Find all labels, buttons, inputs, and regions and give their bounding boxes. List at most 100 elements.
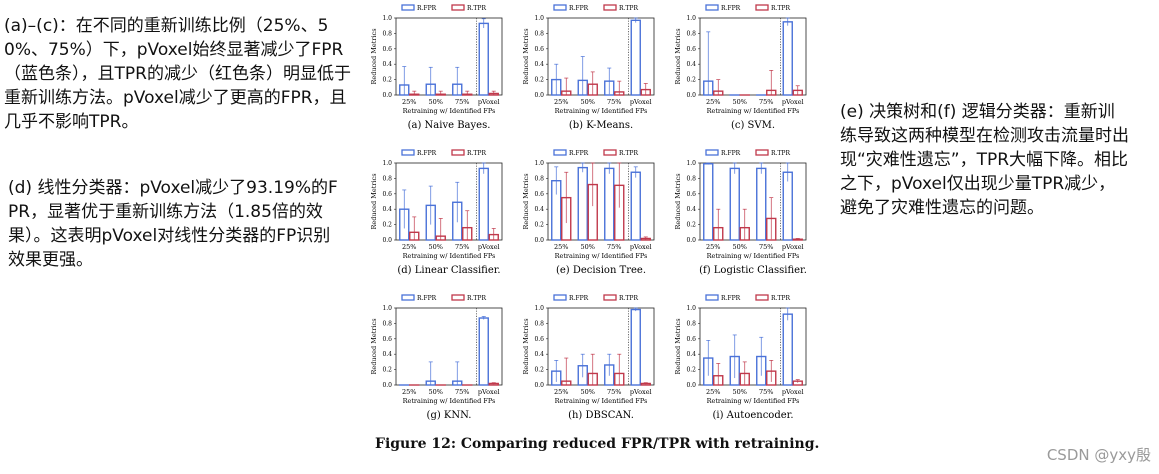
x-tick-label: 25% xyxy=(402,243,416,251)
x-tick-label: 50% xyxy=(581,98,595,106)
y-tick-label: 0.0 xyxy=(686,92,696,99)
y-tick-label: 0.4 xyxy=(686,351,696,358)
x-tick-label: 75% xyxy=(759,388,773,396)
x-tick-label: 25% xyxy=(706,243,720,251)
x-tick-label: 25% xyxy=(554,243,568,251)
bar-fpr xyxy=(577,166,588,241)
y-tick-label: 0.6 xyxy=(382,191,392,198)
plot-frame xyxy=(395,162,503,241)
x-tick-label: pVoxel xyxy=(630,98,652,106)
y-tick-label: 1.0 xyxy=(534,305,544,312)
legend-swatch-tpr xyxy=(603,149,617,156)
x-tick-label: pVoxel xyxy=(478,388,500,396)
y-tick-label: 0.0 xyxy=(382,382,392,389)
legend-swatch-fpr xyxy=(705,149,719,156)
y-tick-label: 0.8 xyxy=(534,175,544,182)
subfigure-caption: (h) DBSCAN. xyxy=(568,410,634,421)
y-tick-label: 1.0 xyxy=(534,15,544,22)
bar-fpr xyxy=(478,167,489,241)
y-tick-label: 1.0 xyxy=(686,160,696,167)
plot-frame xyxy=(547,307,655,386)
y-tick-label: 0.2 xyxy=(382,367,392,374)
legend-label-tpr: R.TPR xyxy=(467,295,486,302)
x-axis-label: Retraining w/ Identified FPs xyxy=(403,107,496,115)
y-axis-label: Reduced Metrics xyxy=(370,28,378,84)
legend-swatch-fpr xyxy=(401,149,415,156)
y-tick-label: 0.8 xyxy=(534,30,544,37)
chart-panel: R.FPR R.TPR 0.0 0.2 0.4 0.6 0.8 1.0 Reduced Metr… xyxy=(370,4,503,131)
bar-fpr xyxy=(782,313,793,386)
annotation-note-abc: (a)–(c)：在不同的重新训练比例（25%、50%、75%）下，pVoxel始… xyxy=(4,16,351,132)
chart-panel: R.FPR R.TPR 0.0 0.2 0.4 0.6 0.8 1.0 Reduced Metr… xyxy=(522,4,655,131)
y-axis-label: Reduced Metrics xyxy=(674,28,682,84)
x-tick-label: 50% xyxy=(429,98,443,106)
x-axis-label: Retraining w/ Identified FPs xyxy=(403,397,496,405)
y-tick-label: 1.0 xyxy=(382,160,392,167)
y-tick-label: 0.0 xyxy=(382,92,392,99)
y-tick-label: 0.6 xyxy=(686,336,696,343)
legend-label-fpr: R.FPR xyxy=(721,295,741,302)
bar-fpr xyxy=(703,163,714,241)
plot-frame xyxy=(547,162,655,241)
x-tick-label: 50% xyxy=(429,388,443,396)
y-axis-label: Reduced Metrics xyxy=(370,173,378,229)
legend-label-fpr: R.FPR xyxy=(417,5,437,12)
chart-panel: R.FPR R.TPR 0.0 0.2 0.4 0.6 0.8 1.0 Reduced Metr… xyxy=(522,294,655,421)
y-tick-label: 0.4 xyxy=(382,61,392,68)
legend-swatch-fpr xyxy=(553,4,567,11)
annotation-note-d: (d) 线性分类器：pVoxel减少了93.19%的FPR，显著优于重新训练方法… xyxy=(8,178,338,270)
x-tick-label: 50% xyxy=(581,388,595,396)
y-axis-label: Reduced Metrics xyxy=(522,173,530,229)
legend-label-fpr: R.FPR xyxy=(569,5,589,12)
x-tick-label: pVoxel xyxy=(630,243,652,251)
y-tick-label: 0.6 xyxy=(382,46,392,53)
y-tick-label: 0.0 xyxy=(686,237,696,244)
figure-caption: Figure 12: Comparing reduced FPR/TPR wit… xyxy=(375,436,820,452)
x-tick-label: 75% xyxy=(455,98,469,106)
y-tick-label: 0.4 xyxy=(686,206,696,213)
y-tick-label: 0.6 xyxy=(382,336,392,343)
y-tick-label: 0.8 xyxy=(534,320,544,327)
y-tick-label: 0.8 xyxy=(686,320,696,327)
bar-fpr xyxy=(630,308,641,386)
legend-label-fpr: R.FPR xyxy=(721,150,741,157)
y-tick-label: 0.4 xyxy=(534,351,544,358)
annotation-note-ef: (e) 决策树和(f) 逻辑分类器：重新训练导致这两种模型在检测攻击流量时出现“… xyxy=(840,102,1129,218)
x-tick-label: 25% xyxy=(706,98,720,106)
y-tick-label: 0.8 xyxy=(382,175,392,182)
y-tick-label: 1.0 xyxy=(686,305,696,312)
x-tick-label: 25% xyxy=(554,98,568,106)
legend-swatch-tpr xyxy=(755,4,769,11)
x-tick-label: 50% xyxy=(429,243,443,251)
y-axis-label: Reduced Metrics xyxy=(370,318,378,374)
y-tick-label: 0.2 xyxy=(382,77,392,84)
y-axis-label: Reduced Metrics xyxy=(522,318,530,374)
y-tick-label: 0.6 xyxy=(534,191,544,198)
x-axis-label: Retraining w/ Identified FPs xyxy=(707,397,800,405)
subfigure-caption: (f) Logistic Classifier. xyxy=(699,265,807,276)
x-tick-label: 50% xyxy=(733,388,747,396)
legend-swatch-fpr xyxy=(705,294,719,301)
legend-swatch-fpr xyxy=(553,294,567,301)
legend-label-tpr: R.TPR xyxy=(467,150,486,157)
legend-swatch-fpr xyxy=(553,149,567,156)
y-tick-label: 0.2 xyxy=(686,77,696,84)
y-tick-label: 0.4 xyxy=(382,206,392,213)
legend-swatch-tpr xyxy=(755,294,769,301)
x-tick-label: pVoxel xyxy=(782,243,804,251)
bar-fpr xyxy=(478,317,489,386)
bar-fpr xyxy=(729,167,740,241)
legend-label-fpr: R.FPR xyxy=(417,295,437,302)
x-axis-label: Retraining w/ Identified FPs xyxy=(707,252,800,260)
watermark: CSDN @yxy殷 xyxy=(1046,446,1151,464)
x-tick-label: pVoxel xyxy=(782,388,804,396)
legend-swatch-fpr xyxy=(705,4,719,11)
subfigure-caption: (d) Linear Classifier. xyxy=(397,265,500,276)
y-tick-label: 0.2 xyxy=(686,222,696,229)
x-tick-label: 50% xyxy=(733,243,747,251)
y-tick-label: 0.4 xyxy=(534,206,544,213)
legend-swatch-fpr xyxy=(401,4,415,11)
chart-panel: R.FPR R.TPR 0.0 0.2 0.4 0.6 0.8 1.0 Reduced Metr… xyxy=(370,294,503,421)
legend-label-tpr: R.TPR xyxy=(619,295,638,302)
x-tick-label: 75% xyxy=(455,243,469,251)
